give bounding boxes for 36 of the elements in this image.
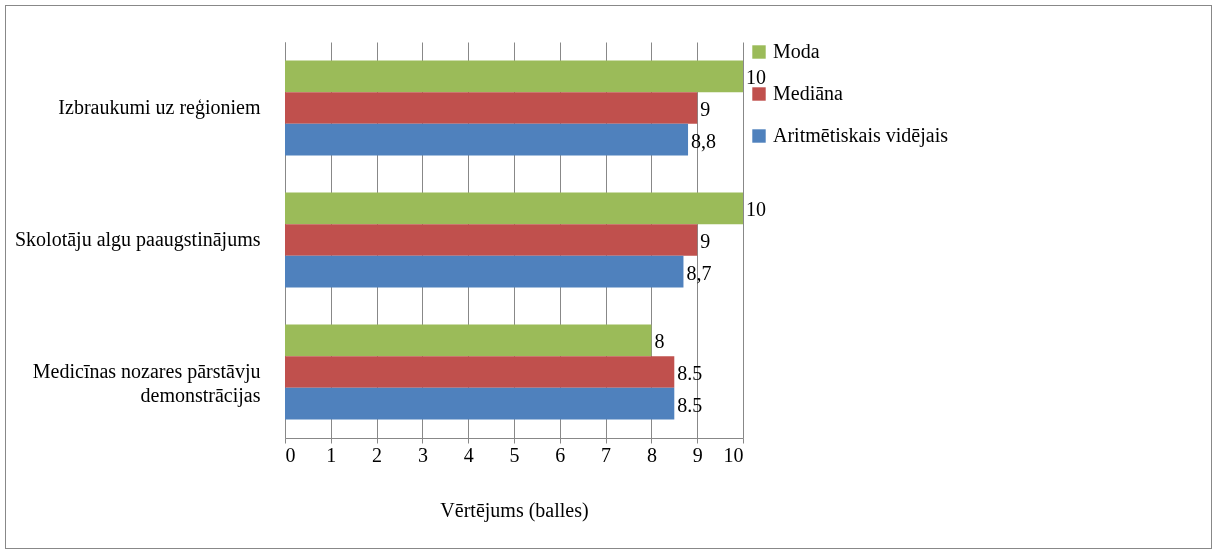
legend-label: Moda (773, 40, 820, 62)
data-label: 8.5 (677, 393, 703, 416)
x-tick-label: 4 (463, 443, 474, 466)
data-label: 10 (746, 198, 766, 221)
data-label: 8.5 (677, 362, 703, 384)
bar (285, 224, 698, 256)
bar (285, 123, 689, 156)
x-tick-label: 5 (509, 443, 520, 466)
bar (285, 92, 698, 124)
bar (285, 324, 652, 357)
bar (285, 356, 675, 388)
bar (285, 255, 684, 288)
bar (285, 60, 743, 93)
x-tick-label: 2 (372, 443, 383, 466)
data-label: 8,8 (691, 129, 717, 152)
x-tick-label: 8 (646, 443, 657, 466)
legend-label: Mediāna (773, 82, 844, 104)
data-label: 9 (700, 98, 711, 120)
x-tick-label: 3 (417, 443, 428, 466)
x-tick-label: 10 (723, 443, 744, 466)
x-tick-label: 1 (326, 443, 337, 466)
data-label: 8 (654, 330, 665, 353)
data-label: 8,7 (686, 261, 712, 284)
data-label: 10 (746, 66, 766, 89)
data-label: 9 (700, 230, 711, 252)
bar (285, 192, 743, 225)
legend-label: Aritmētiskais vidējais (773, 124, 949, 147)
x-axis-title: Vērtējums (balles) (440, 498, 589, 522)
x-tick-label: 9 (692, 443, 703, 466)
y-tick-label: Skolotāju algu paaugstinājums (14, 228, 261, 251)
x-tick-label: 7 (601, 443, 612, 466)
y-tick-label: Medicīnas nozares pārstāvju demonstrācijas (32, 360, 261, 407)
y-tick-label: Izbraukumi uz reģioniem (58, 96, 261, 119)
x-tick-label: 0 (285, 443, 296, 466)
x-tick-label: 6 (555, 443, 566, 466)
bar (285, 387, 675, 420)
